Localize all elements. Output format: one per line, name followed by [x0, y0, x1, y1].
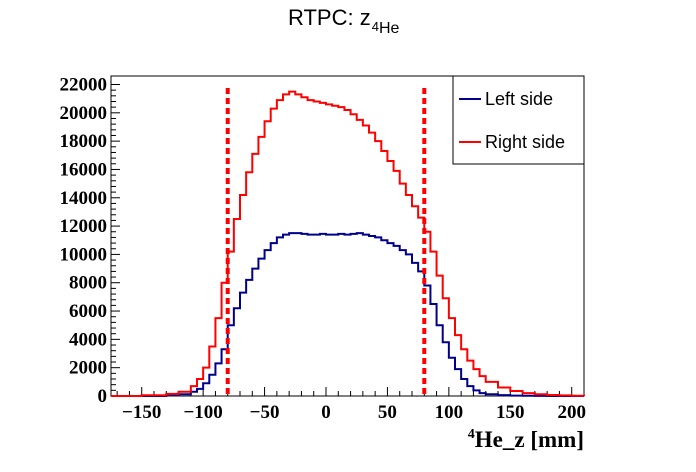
chart-title-superscript: 4 [372, 19, 379, 34]
plot-frame [110, 75, 585, 397]
x-axis-label-superscript: 4 [468, 427, 475, 442]
y-tick-label: 18000 [60, 131, 108, 152]
x-tick-label: −50 [250, 402, 280, 423]
y-tick-label: 12000 [60, 216, 108, 237]
x-axis-label: 4He_z [mm] [468, 427, 584, 452]
y-tick-label: 10000 [60, 244, 108, 265]
legend-box [452, 75, 585, 165]
x-tick-label: −150 [122, 402, 161, 423]
chart-title-subscript: He [379, 20, 400, 37]
x-tick-label: 50 [378, 402, 397, 423]
y-tick-label: 14000 [60, 188, 108, 209]
series-line-left-side [111, 232, 584, 397]
legend: Left side Right side [452, 75, 585, 165]
y-tick-label: 4000 [69, 329, 107, 350]
legend-label-right-side: Right side [485, 132, 565, 152]
x-tick-label: 200 [557, 402, 586, 423]
chart-title-main: RTPC: z [288, 5, 371, 30]
legend-label-left-side: Left side [485, 89, 553, 109]
y-axis: 0 2000 4000 6000 8000 10000 12000 14000 16000 180… [60, 74, 120, 407]
x-tick-label: −100 [183, 402, 222, 423]
x-tick-label: 0 [321, 402, 331, 423]
y-tick-label: 2000 [69, 358, 107, 379]
y-tick-label: 16000 [60, 159, 108, 180]
x-tick-label: 150 [496, 402, 525, 423]
x-axis-label-text: He_z [mm] [475, 427, 584, 452]
y-tick-label: 0 [98, 386, 108, 407]
y-tick-label: 6000 [69, 301, 107, 322]
cut-lines [225, 88, 427, 396]
y-tick-label: 20000 [60, 103, 108, 124]
y-tick-label: 8000 [69, 273, 107, 294]
y-tick-label: 22000 [60, 74, 108, 95]
x-tick-label: 100 [435, 402, 464, 423]
chart-title: RTPC: z4He [288, 5, 400, 37]
